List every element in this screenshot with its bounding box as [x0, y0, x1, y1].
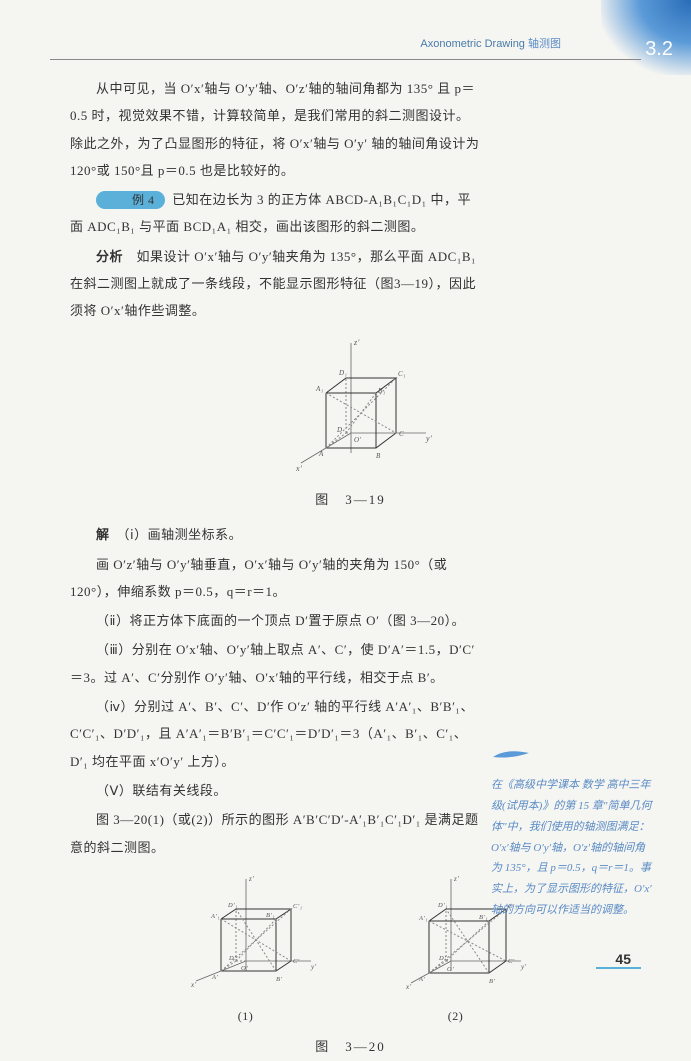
svg-text:B′₁: B′₁ [266, 912, 275, 919]
svg-text:z′: z′ [248, 875, 254, 883]
svg-text:x′: x′ [405, 983, 412, 991]
paragraph-10: 图 3—20(1)（或(2)）所示的图形 A′B′C′D′-A′₁B′₁C′₁D… [70, 806, 480, 861]
svg-text:A: A [318, 450, 324, 458]
svg-text:C: C [399, 430, 404, 438]
analysis-label: 分析 [96, 249, 123, 264]
svg-text:B: B [376, 452, 381, 460]
svg-text:B′₁: B′₁ [479, 914, 488, 921]
brush-icon [491, 745, 531, 763]
svg-text:C′: C′ [293, 958, 300, 965]
svg-text:O′: O′ [241, 965, 248, 972]
paragraph-1: 从中可见，当 O′x′轴与 O′y′轴、O′z′轴的轴间角都为 135° 且 p… [70, 75, 480, 184]
solution-label: 解 [96, 527, 110, 542]
svg-text:D′₁: D′₁ [227, 902, 238, 909]
svg-text:B₁: B₁ [378, 387, 386, 395]
figure-3-19: z′ y′ x′ A B C [70, 333, 631, 514]
svg-text:D′: D′ [438, 955, 446, 962]
svg-text:D′₁: D′₁ [437, 902, 448, 909]
analysis: 分析 如果设计 O′x′轴与 O′y′轴夹角为 135°，那么平面 ADC₁B₁… [70, 243, 480, 325]
page-underline [596, 967, 641, 969]
svg-text:B′: B′ [276, 976, 282, 983]
svg-text:A′₁: A′₁ [210, 913, 220, 920]
svg-text:A′: A′ [418, 976, 425, 983]
step-1: （ⅰ）画轴测坐标系。 [123, 527, 242, 542]
svg-text:x′: x′ [295, 464, 302, 473]
header-cn: 轴测图 [528, 38, 561, 50]
svg-text:A′₁: A′₁ [418, 915, 428, 922]
svg-text:O′: O′ [447, 966, 454, 973]
svg-text:y′: y′ [425, 434, 432, 443]
svg-text:C′: C′ [508, 958, 515, 965]
paragraph-9: （Ⅴ）联结有关线段。 [70, 777, 480, 804]
fig-sub1-caption: (1) [171, 1004, 321, 1029]
section-number: 3.2 [645, 38, 673, 61]
svg-text:C₁: C₁ [398, 370, 406, 378]
paragraph-7: （ⅲ）分别在 O′x′轴、O′y′轴上取点 A′、C′，使 D′A′＝1.5，D… [70, 636, 480, 691]
page-number: 45 [615, 951, 631, 967]
svg-text:z′: z′ [453, 875, 459, 883]
fig-3-20-caption: 图 3—20 [70, 1033, 631, 1060]
paragraph-5: 画 O′z′轴与 O′y′轴垂直，O′x′轴与 O′y′轴的夹角为 150°（或… [70, 551, 480, 606]
paragraph-8: （ⅳ）分别过 A′、B′、C′、D′作 O′z′ 轴的平行线 A′A′₁、B′B… [70, 693, 480, 775]
svg-text:O′: O′ [354, 436, 362, 444]
svg-text:D: D [336, 426, 343, 434]
svg-text:A₁: A₁ [315, 385, 324, 393]
example-badge: 例 4 [96, 191, 165, 209]
svg-text:C′₁: C′₁ [293, 903, 303, 910]
solution: 解 （ⅰ）画轴测坐标系。 [70, 521, 480, 548]
svg-text:z′: z′ [353, 338, 360, 347]
svg-text:y′: y′ [520, 963, 527, 971]
analysis-text: 如果设计 O′x′轴与 O′y′轴夹角为 135°，那么平面 ADC₁B₁ 在斜… [70, 249, 476, 319]
svg-text:A′: A′ [211, 974, 218, 981]
example-4: 例 4 已知在边长为 3 的正方体 ABCD-A₁B₁C₁D₁ 中，平面 ADC… [70, 186, 480, 241]
fig-3-19-caption: 图 3—19 [70, 486, 631, 513]
svg-text:x′: x′ [190, 981, 197, 989]
sidebar-text: 在《高级中学课本 数学 高中三年级(试用本)》的第 15 章"简单几何体"中，我… [491, 775, 656, 921]
header-en: Axonometric Drawing [420, 38, 525, 50]
page-header: Axonometric Drawing 轴测图 [50, 0, 641, 60]
figure-3-20-1: z′ y′ x′ A′₁ D′₁ [171, 871, 321, 1029]
svg-text:y′: y′ [310, 963, 317, 971]
svg-text:D₁: D₁ [338, 369, 348, 377]
paragraph-6: （ⅱ）将正方体下底面的一个顶点 D′置于原点 O′（图 3—20）。 [70, 607, 480, 634]
svg-text:D′: D′ [228, 955, 236, 962]
header-title: Axonometric Drawing 轴测图 [420, 35, 561, 51]
sidebar-note: 在《高级中学课本 数学 高中三年级(试用本)》的第 15 章"简单几何体"中，我… [491, 745, 656, 921]
fig-sub2-caption: (2) [381, 1004, 531, 1029]
